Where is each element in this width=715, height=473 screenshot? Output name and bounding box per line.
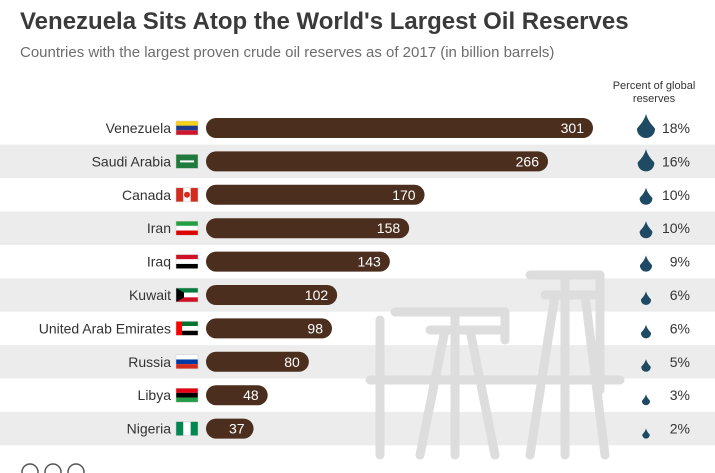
percent-label: 18%	[662, 120, 690, 136]
russia-flag-icon	[175, 354, 199, 370]
row-stripe	[0, 278, 715, 312]
no-derivatives-icon	[67, 463, 85, 473]
bar-value-label: 37	[229, 421, 245, 437]
bar-russia	[206, 351, 309, 372]
bar-value-label: 98	[307, 320, 323, 336]
libya-flag-icon	[175, 387, 199, 403]
kuwait-flag-icon	[175, 287, 199, 303]
drop-icons	[637, 114, 655, 439]
footer-icons	[21, 463, 85, 473]
country-label: Saudi Arabia	[92, 153, 172, 169]
bar-united-arab-emirates	[206, 318, 332, 339]
bar-iraq	[206, 251, 390, 272]
attribution-icon	[44, 463, 62, 473]
country-label: Kuwait	[129, 287, 171, 303]
value-labels: 301 266 170 158 143 102 98 80 48 37	[229, 120, 584, 437]
country-label: Venezuela	[106, 120, 172, 136]
country-label: Russia	[128, 354, 171, 370]
row-stripe	[0, 411, 715, 446]
percent-label: 6%	[670, 287, 690, 303]
bar-canada	[206, 184, 425, 205]
saudi-arabia-flag-icon	[175, 154, 199, 169]
bar-saudi-arabia	[206, 151, 548, 172]
country-label: Iraq	[147, 254, 171, 270]
country-label: Iran	[147, 220, 171, 236]
bar-venezuela	[206, 118, 593, 138]
oil-derrick-illustration	[365, 270, 625, 460]
bar-value-label: 80	[284, 354, 300, 370]
venezuela-flag-icon	[175, 120, 199, 136]
oil-drop-icon	[641, 394, 651, 406]
chart-subtitle: Countries with the largest proven crude …	[20, 44, 555, 61]
percent-label: 3%	[670, 387, 690, 403]
oil-drop-icon	[640, 291, 652, 305]
bar-nigeria	[206, 418, 254, 439]
percent-label: 10%	[662, 220, 690, 236]
bar-value-label: 266	[516, 153, 540, 169]
nigeria-flag-icon	[175, 421, 199, 436]
country-label: Libya	[138, 387, 172, 403]
bars	[206, 118, 593, 439]
oil-drop-icon	[640, 324, 652, 339]
percent-label: 10%	[662, 187, 690, 203]
canada-flag-icon	[175, 187, 199, 203]
country-label: Nigeria	[127, 421, 172, 437]
row-stripe	[0, 345, 715, 379]
bar-value-label: 301	[561, 120, 585, 136]
bar-value-label: 158	[377, 220, 401, 236]
bar-value-label: 102	[305, 287, 329, 303]
country-labels: Venezuela Saudi Arabia Canada Iran Iraq Kuwai…	[39, 120, 199, 437]
bar-iran	[206, 218, 410, 239]
percent-label: 2%	[670, 421, 690, 437]
oil-drop-icon	[642, 428, 650, 439]
percent-label: 6%	[670, 320, 690, 336]
oil-drop-icon	[641, 359, 651, 372]
bar-kuwait	[206, 285, 338, 305]
percent-column-header: Percent of global reserves	[612, 80, 696, 105]
bar-value-label: 170	[392, 187, 416, 203]
chart-title: Venezuela Sits Atop the World's Largest …	[20, 8, 629, 35]
percent-label: 5%	[670, 354, 690, 370]
bar-value-label: 143	[357, 254, 381, 270]
bar-libya	[206, 385, 268, 406]
oil-drop-icon	[639, 187, 653, 205]
country-label: Canada	[122, 187, 171, 203]
iraq-flag-icon	[175, 254, 199, 269]
percent-labels: 18% 16% 10% 10% 9% 6% 6% 5% 3% 2%	[662, 120, 690, 437]
country-label: United Arab Emirates	[39, 320, 171, 336]
united-arab-emirates-flag-icon	[175, 321, 199, 336]
oil-drop-icon	[639, 255, 653, 272]
oil-drop-icon	[639, 221, 653, 239]
oil-drop-icon	[637, 114, 655, 138]
iran-flag-icon	[175, 220, 199, 236]
bar-value-label: 48	[243, 387, 259, 403]
percent-label: 9%	[670, 254, 690, 270]
cc-license-icon	[21, 463, 39, 473]
oil-drop-icon	[637, 149, 655, 172]
percent-label: 16%	[662, 153, 690, 169]
